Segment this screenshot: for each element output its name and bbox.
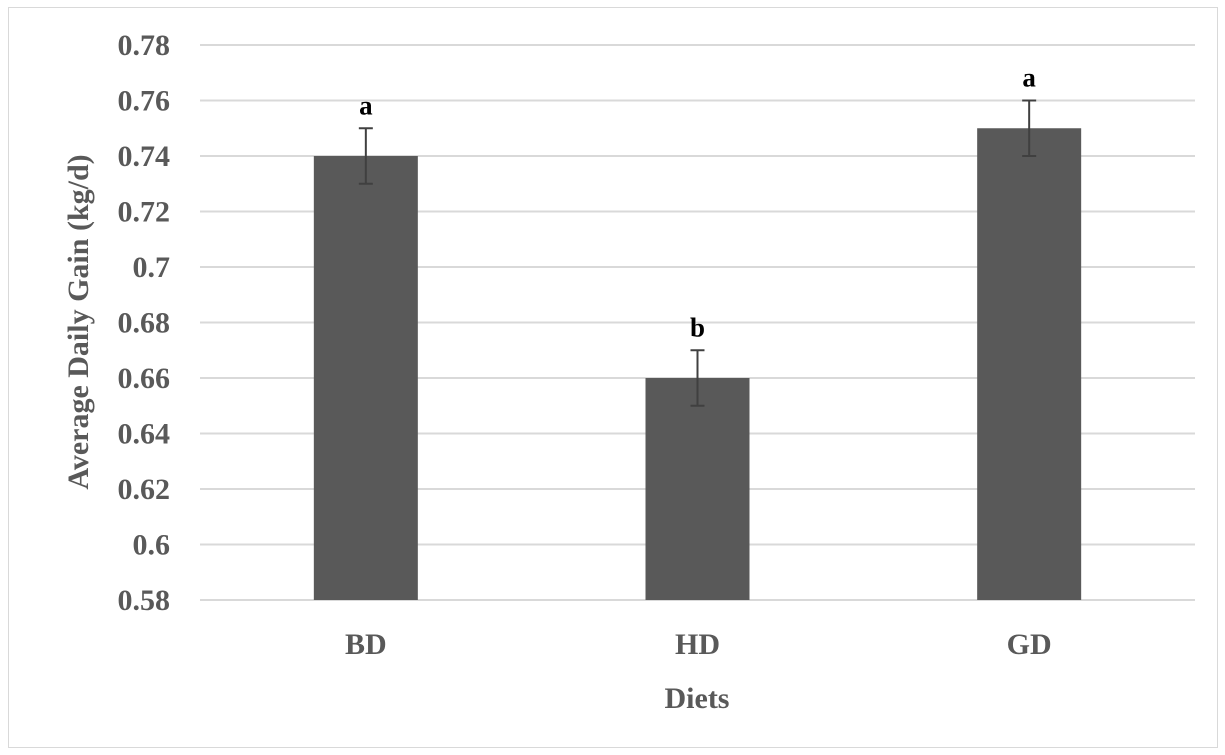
error-bar [358,127,373,185]
x-tick-label: HD [675,628,720,661]
significance-label: b [690,312,705,342]
y-axis-title: Average Daily Gain (kg/d) [62,154,95,489]
y-tick-label: 0.68 [118,307,171,340]
x-tick-label: GD [1007,628,1052,661]
y-tick-label: 0.66 [118,362,171,395]
y-tick-label: 0.64 [118,418,171,451]
bar-hd [645,378,750,600]
y-tick-label: 0.72 [118,196,171,229]
y-tick-label: 0.62 [118,473,171,506]
x-axis-title: Diets [665,682,730,715]
bars: a b a [313,63,1082,600]
y-tick-label: 0.7 [133,251,171,284]
significance-label: a [1022,63,1036,93]
x-axis-ticks: BD HD GD [345,628,1052,661]
error-bar [690,349,705,407]
y-tick-label: 0.76 [118,85,171,118]
bar-gd [977,128,1082,600]
y-axis-ticks: 0.58 0.6 0.62 0.64 0.66 0.68 0.7 0.72 0.74 0.76 0.… [118,29,171,617]
y-tick-label: 0.6 [133,529,171,562]
y-tick-label: 0.74 [118,140,171,173]
y-tick-label: 0.78 [118,29,171,62]
y-tick-label: 0.58 [118,584,171,617]
bar-bd [313,156,418,600]
error-bar [1022,99,1037,157]
significance-label: a [359,90,373,120]
x-tick-label: BD [345,628,387,661]
